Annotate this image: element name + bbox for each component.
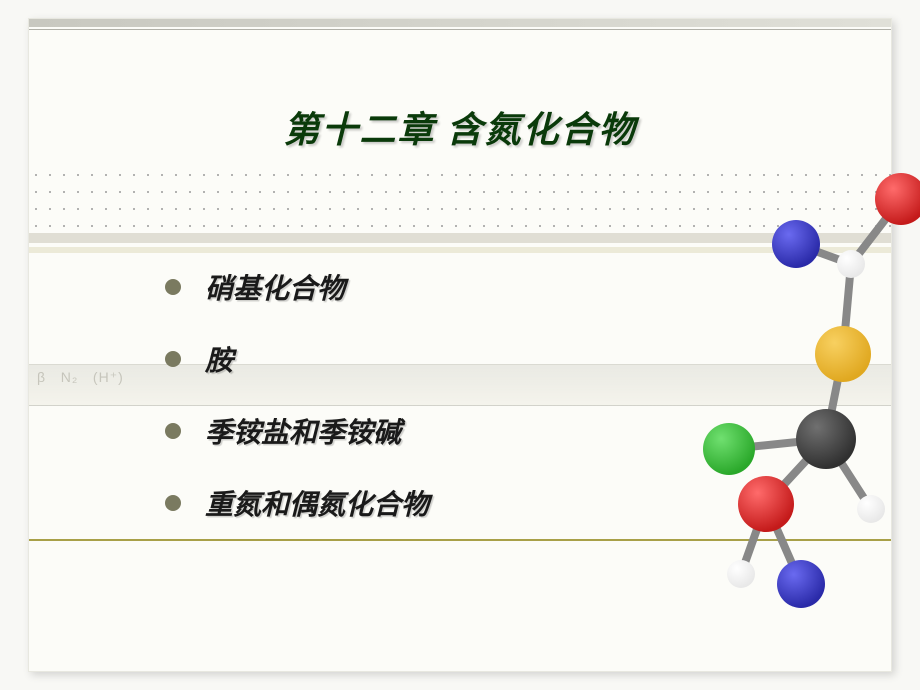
top-line [29, 29, 891, 30]
chem-formula-band [29, 364, 891, 406]
bullet-text: 硝基化合物 [205, 267, 345, 307]
bullet-item: 季铵盐和季铵碱 [165, 411, 429, 451]
bullet-text: 季铵盐和季铵碱 [205, 411, 401, 451]
bullet-text: 重氮和偶氮化合物 [205, 483, 429, 523]
bullet-item: 胺 [165, 339, 429, 379]
bullet-dot-icon [165, 351, 181, 367]
bullet-item: 硝基化合物 [165, 267, 429, 307]
slide-container: 第十二章 含氮化合物 β N₂ (H⁺) 硝基化合物胺季铵盐和季铵碱重氮和偶氮化… [28, 18, 892, 672]
chapter-title: 第十二章 含氮化合物 [29, 101, 891, 153]
bullet-dot-icon [165, 495, 181, 511]
bullet-item: 重氮和偶氮化合物 [165, 483, 429, 523]
top-band [29, 19, 891, 27]
bullet-dot-icon [165, 423, 181, 439]
bullet-list: 硝基化合物胺季铵盐和季铵碱重氮和偶氮化合物 [165, 267, 429, 555]
bullet-text: 胺 [205, 339, 233, 379]
bottom-accent-line [29, 539, 891, 541]
bullet-dot-icon [165, 279, 181, 295]
chem-formula-text: β N₂ (H⁺) [37, 369, 124, 386]
